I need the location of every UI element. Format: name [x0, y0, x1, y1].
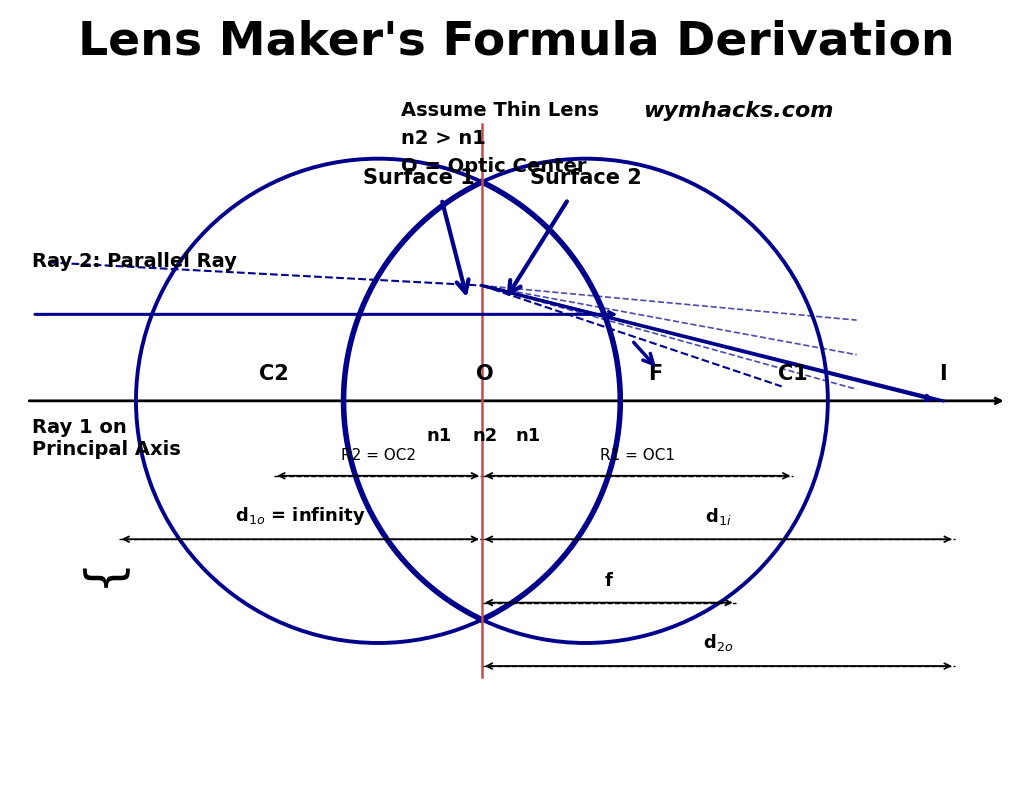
- Text: Assume Thin Lens
n2 > n1
O = Optic Center: Assume Thin Lens n2 > n1 O = Optic Cente…: [401, 101, 599, 176]
- Text: F: F: [648, 363, 662, 384]
- Text: n2: n2: [472, 427, 498, 445]
- Text: Ray 1 on
Principal Axis: Ray 1 on Principal Axis: [32, 418, 181, 458]
- Text: Surface 1: Surface 1: [363, 167, 474, 188]
- Text: R2 = OC2: R2 = OC2: [341, 448, 415, 463]
- Text: d$_{2o}$: d$_{2o}$: [703, 633, 733, 653]
- Text: C1: C1: [779, 363, 808, 384]
- Text: wymhacks.com: wymhacks.com: [644, 101, 834, 121]
- Text: d$_{1o}$ = infinity: d$_{1o}$ = infinity: [234, 505, 366, 527]
- Text: C2: C2: [259, 363, 289, 384]
- Text: f: f: [604, 572, 613, 590]
- Text: O: O: [476, 363, 494, 384]
- Text: d$_{1i}$: d$_{1i}$: [706, 506, 731, 527]
- Text: R1 = OC1: R1 = OC1: [600, 448, 676, 463]
- Text: n1: n1: [515, 427, 540, 445]
- Text: Surface 2: Surface 2: [530, 167, 641, 188]
- Text: Ray 2: Parallel Ray: Ray 2: Parallel Ray: [32, 252, 237, 271]
- Text: Lens Maker's Formula Derivation: Lens Maker's Formula Derivation: [79, 20, 954, 64]
- Text: {: {: [77, 555, 125, 587]
- Text: I: I: [939, 363, 947, 384]
- Text: n1: n1: [426, 427, 451, 445]
